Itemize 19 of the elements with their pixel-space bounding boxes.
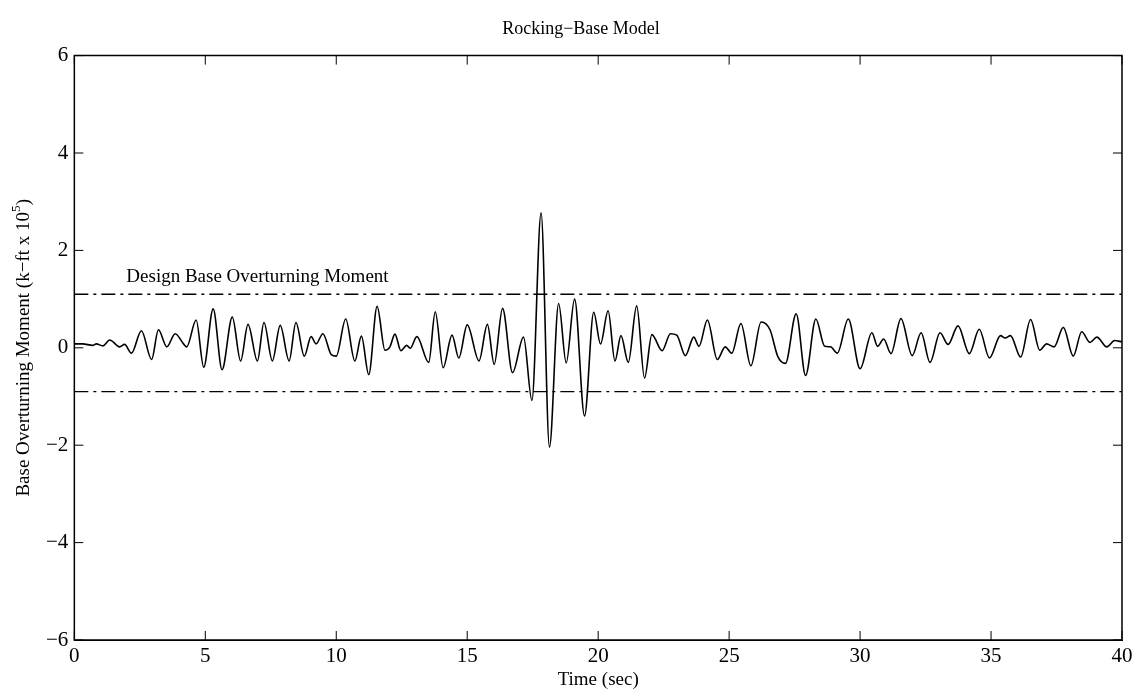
x-tick-label: 35 — [980, 643, 1002, 668]
x-axis-title: Time (sec) — [557, 667, 639, 690]
x-tick-label: 25 — [718, 643, 740, 668]
y-axis-title: Base Overturning Moment (k−ft x 105) — [7, 199, 34, 497]
x-tick-label: 10 — [325, 643, 347, 668]
y-tick-label: −6 — [46, 626, 69, 651]
x-tick-label: 15 — [456, 643, 478, 668]
y-tick-label: 4 — [57, 139, 69, 164]
y-tick-label: −4 — [46, 529, 69, 554]
y-tick-label: 2 — [57, 236, 69, 261]
x-tick-label: 40 — [1111, 643, 1133, 668]
y-tick-label: −2 — [46, 431, 69, 456]
y-tick-label: 6 — [57, 42, 69, 67]
x-tick-label: 20 — [587, 643, 609, 668]
y-tick-label: 0 — [57, 334, 69, 359]
x-tick-label: 5 — [200, 643, 211, 668]
x-tick-label: 30 — [849, 643, 871, 668]
ref-line-label: Design Base Overturning Moment — [126, 264, 390, 286]
chart-title: Rocking−Base Model — [502, 17, 660, 38]
